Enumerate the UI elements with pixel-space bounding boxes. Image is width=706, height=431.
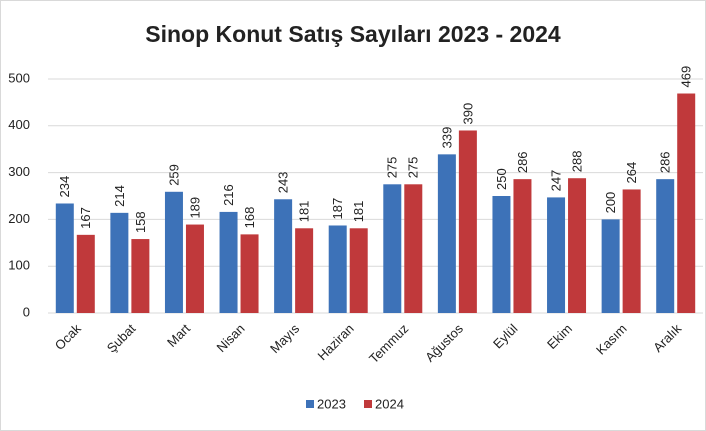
value-label: 181 xyxy=(297,201,312,223)
y-tick-label: 300 xyxy=(8,164,30,179)
value-label: 286 xyxy=(515,151,530,173)
value-label: 247 xyxy=(548,170,563,192)
bar xyxy=(219,211,238,313)
value-label: 469 xyxy=(679,66,694,88)
chart-title: Sinop Konut Satış Sayıları 2023 - 2024 xyxy=(145,21,561,47)
bar xyxy=(513,179,532,313)
bar xyxy=(164,191,183,313)
bar xyxy=(601,219,620,313)
value-label: 288 xyxy=(569,151,584,173)
bar xyxy=(131,239,150,313)
bar xyxy=(185,224,204,313)
bar xyxy=(492,196,511,313)
bar xyxy=(547,197,566,313)
bar xyxy=(677,93,696,314)
value-label: 390 xyxy=(460,103,475,125)
bar xyxy=(568,178,587,313)
value-label: 250 xyxy=(494,168,509,190)
value-label: 275 xyxy=(406,157,421,179)
value-label: 275 xyxy=(385,157,400,179)
bar xyxy=(437,154,456,313)
bar xyxy=(404,184,423,313)
bar xyxy=(383,184,402,313)
bar xyxy=(656,179,675,313)
y-tick-label: 200 xyxy=(8,211,30,226)
value-label: 234 xyxy=(57,176,72,198)
y-tick-label: 400 xyxy=(8,117,30,132)
legend-swatch xyxy=(364,400,372,408)
value-label: 168 xyxy=(242,207,257,229)
value-label: 243 xyxy=(276,172,291,194)
y-tick-label: 0 xyxy=(23,304,30,319)
bar xyxy=(76,234,95,313)
bar xyxy=(328,225,347,313)
bar xyxy=(274,199,293,313)
value-label: 259 xyxy=(166,164,181,186)
value-label: 181 xyxy=(351,201,366,223)
bar xyxy=(458,130,477,313)
value-label: 286 xyxy=(658,151,673,173)
bar xyxy=(622,189,641,313)
bar xyxy=(55,203,74,313)
value-label: 167 xyxy=(78,207,93,229)
bar xyxy=(110,212,129,313)
value-label: 189 xyxy=(187,197,202,219)
value-label: 158 xyxy=(133,211,148,233)
value-label: 214 xyxy=(112,185,127,207)
y-tick-label: 100 xyxy=(8,258,30,273)
value-label: 339 xyxy=(439,127,454,149)
y-tick-label: 500 xyxy=(8,70,30,85)
legend-label: 2023 xyxy=(317,396,346,411)
bar xyxy=(349,228,368,313)
value-label: 187 xyxy=(330,198,345,220)
value-label: 200 xyxy=(603,192,618,214)
value-label: 216 xyxy=(221,184,236,206)
value-label: 264 xyxy=(624,162,639,184)
legend-swatch xyxy=(306,400,314,408)
legend-label: 2024 xyxy=(375,396,404,411)
bar xyxy=(295,228,314,313)
bar xyxy=(240,234,259,313)
